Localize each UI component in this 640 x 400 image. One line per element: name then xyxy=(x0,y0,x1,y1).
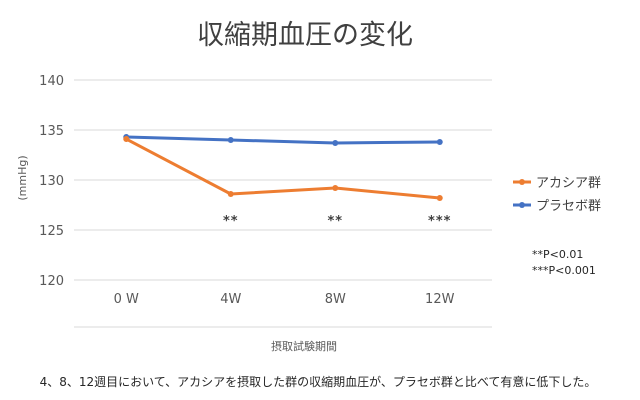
data-point xyxy=(332,140,339,146)
data-point xyxy=(436,195,443,201)
p-value-note: **P<0.01 xyxy=(532,248,583,261)
y-tick-label: 135 xyxy=(39,124,64,139)
significance-mark: *** xyxy=(428,214,451,229)
x-tick-label: 8W xyxy=(325,292,346,307)
series-line-0 xyxy=(125,137,440,200)
legend-marker xyxy=(519,179,525,185)
caption: 4、8、12週目において、アカシアを摂取した群の収縮期血圧が、プラセボ群と比べて… xyxy=(40,374,597,389)
y-axis-label: (mmHg) xyxy=(16,155,29,200)
data-point xyxy=(227,137,234,143)
p-value-notes: **P<0.01 ***P<0.001 xyxy=(532,248,596,277)
data-point xyxy=(123,136,130,142)
data-point xyxy=(227,191,234,197)
series-line-1 xyxy=(126,135,440,145)
significance-mark: ** xyxy=(223,214,239,229)
x-tick-label: 0 W xyxy=(114,292,139,307)
p-value-note: ***P<0.001 xyxy=(532,264,596,277)
x-tick-label: 12W xyxy=(425,292,455,307)
x-tick-label: 4W xyxy=(220,292,241,307)
y-tick-label: 125 xyxy=(39,224,64,239)
significance-marks: ** ** *** xyxy=(223,214,451,229)
legend-label: アカシア群 xyxy=(536,176,601,191)
y-tick-label: 140 xyxy=(39,74,64,89)
y-tick-label: 130 xyxy=(39,174,64,189)
y-axis-ticks: 140 135 130 125 120 xyxy=(39,74,64,289)
y-tick-label: 120 xyxy=(39,274,64,289)
x-axis-label: 摂取試験期間 xyxy=(271,339,337,353)
significance-mark: ** xyxy=(327,214,343,229)
legend-marker xyxy=(519,202,525,208)
series-lines xyxy=(123,134,443,201)
chart-title: 収縮期血圧の変化 xyxy=(197,20,413,51)
legend-label: プラセボ群 xyxy=(536,199,601,214)
data-point xyxy=(436,139,443,145)
x-axis-ticks: 0 W 4W 8W 12W xyxy=(114,292,455,307)
data-point xyxy=(332,185,339,191)
gridlines xyxy=(74,79,492,281)
